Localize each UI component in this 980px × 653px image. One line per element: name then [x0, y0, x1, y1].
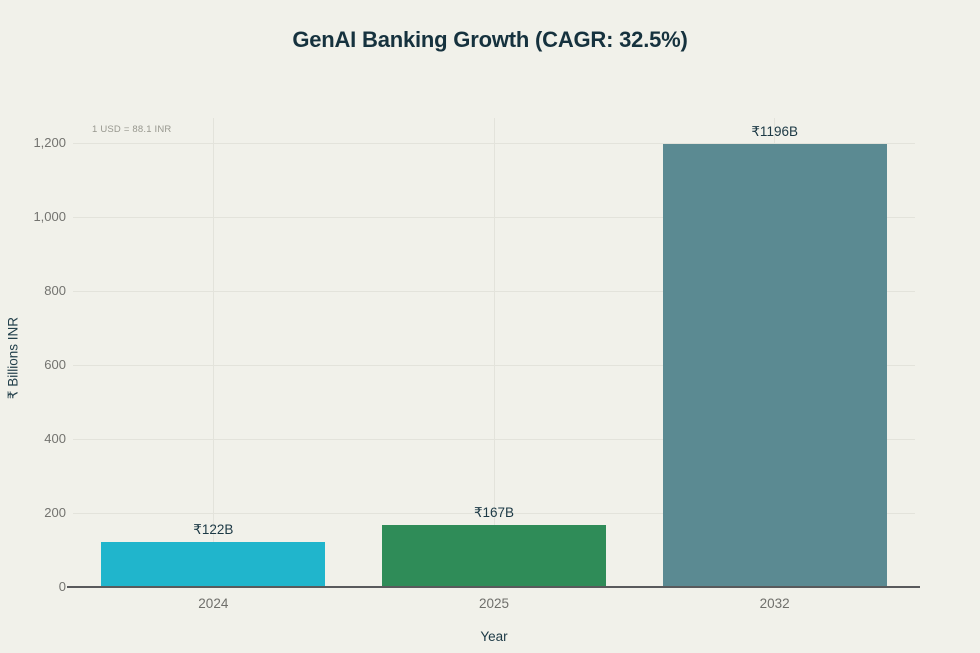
y-tick-label: 1,200 — [33, 135, 66, 150]
y-tick-label: 200 — [44, 505, 66, 520]
chart-title: GenAI Banking Growth (CAGR: 32.5%) — [292, 27, 688, 52]
bar-2024 — [101, 541, 326, 587]
bar-value-label: ₹167B — [473, 505, 515, 521]
x-tick-label: 2025 — [478, 596, 510, 611]
bar-2025 — [382, 525, 606, 587]
bar-2032 — [662, 144, 887, 587]
y-tick-label: 800 — [44, 283, 66, 298]
gridline-vertical — [212, 118, 214, 587]
x-tick-label: 2024 — [198, 596, 229, 611]
x-tick-label: 2032 — [759, 596, 790, 611]
bar-value-label: ₹122B — [193, 521, 234, 537]
bar-value-label: ₹1196B — [751, 124, 798, 140]
y-tick-label: 0 — [58, 579, 66, 594]
y-tick-label: 1,000 — [33, 209, 66, 224]
y-tick-label: 400 — [44, 431, 66, 446]
exchange-rate-note: 1 USD = 88.1 INR — [92, 124, 172, 135]
y-tick-label: 600 — [44, 357, 66, 372]
gridline-vertical — [493, 118, 495, 587]
x-axis-title: Year — [480, 629, 508, 644]
x-axis-line — [67, 586, 920, 588]
